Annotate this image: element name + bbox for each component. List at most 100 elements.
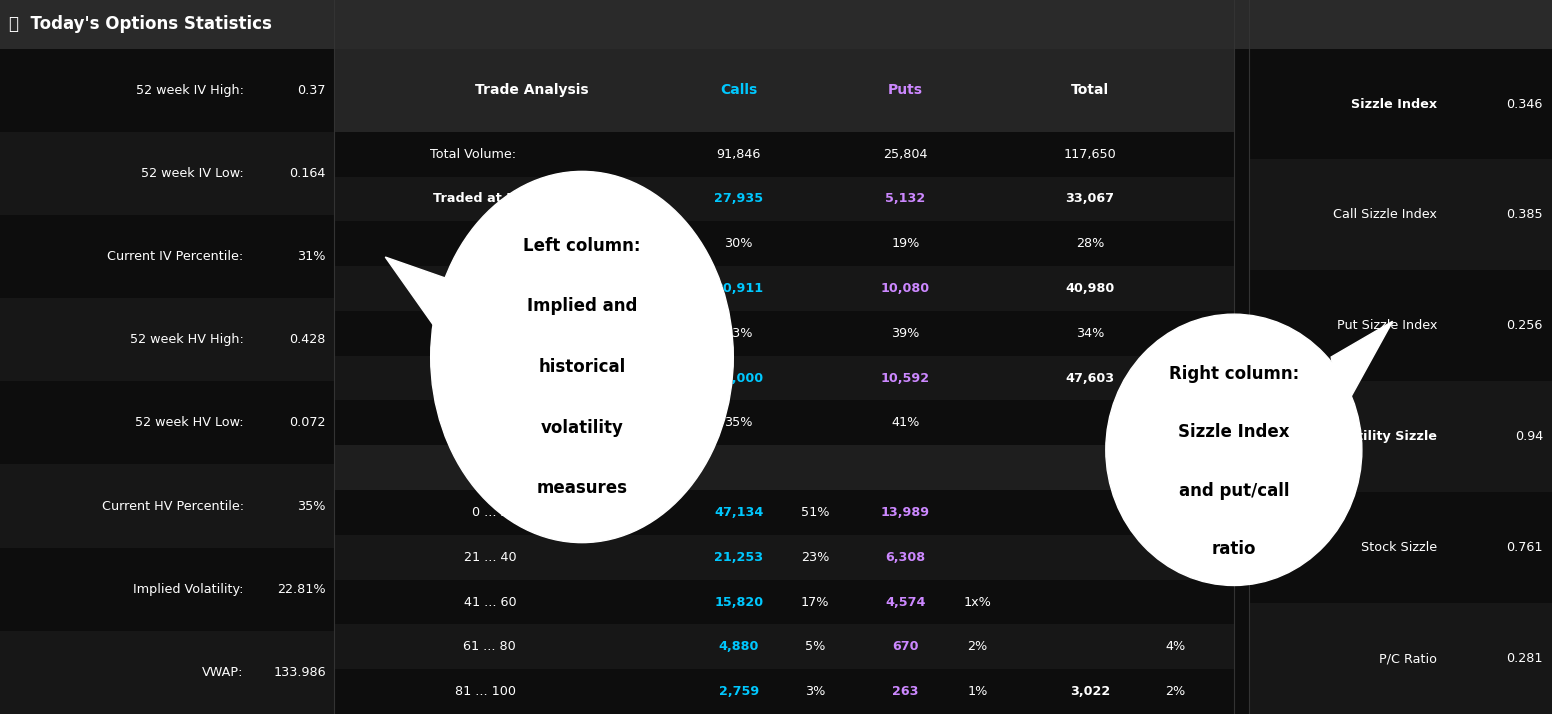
FancyBboxPatch shape (334, 132, 1234, 176)
Text: 0.281: 0.281 (1507, 652, 1543, 665)
Text: Volatility Sizzle: Volatility Sizzle (1325, 431, 1437, 443)
Text: 21,253: 21,253 (714, 550, 764, 564)
Text: 133.986: 133.986 (273, 666, 326, 679)
Text: and put/call: and put/call (1178, 482, 1290, 500)
Text: 0.346: 0.346 (1507, 98, 1543, 111)
Text: 47,603: 47,603 (1065, 371, 1114, 385)
Text: 263: 263 (892, 685, 919, 698)
Ellipse shape (1107, 314, 1363, 585)
Text: ratio: ratio (1212, 540, 1256, 558)
Text: 1%: 1% (967, 685, 987, 698)
Text: 3,022: 3,022 (1069, 685, 1110, 698)
Text: 81 ... 100: 81 ... 100 (455, 685, 517, 698)
Text: 6,308: 6,308 (885, 550, 925, 564)
Text: 3%: 3% (805, 685, 826, 698)
Text: 91,846: 91,846 (717, 148, 760, 161)
FancyBboxPatch shape (1249, 49, 1552, 159)
FancyBboxPatch shape (334, 625, 1234, 669)
Text: 41%: 41% (891, 416, 919, 429)
Text: Sizzle Index: Sizzle Index (1350, 98, 1437, 111)
Text: 52 week IV Low:: 52 week IV Low: (141, 167, 244, 180)
Polygon shape (1332, 321, 1392, 414)
FancyBboxPatch shape (334, 580, 1234, 625)
Text: Calls: Calls (720, 83, 757, 97)
Text: 0.37: 0.37 (298, 84, 326, 96)
FancyBboxPatch shape (0, 465, 334, 548)
Text: Total Volume:: Total Volume: (430, 148, 517, 161)
FancyBboxPatch shape (0, 548, 334, 631)
Text: 28%: 28% (1076, 237, 1103, 250)
Text: measures: measures (537, 479, 627, 498)
Text: 41 ... 60: 41 ... 60 (464, 595, 517, 608)
FancyBboxPatch shape (0, 0, 1552, 49)
Text: 31%: 31% (298, 250, 326, 263)
FancyBboxPatch shape (334, 49, 1234, 132)
Text: 35%: 35% (725, 416, 753, 429)
Text: volatility: volatility (540, 418, 624, 437)
Text: 670: 670 (892, 640, 919, 653)
Text: 61 ... 80: 61 ... 80 (464, 640, 517, 653)
Text: Current HV Percentile:: Current HV Percentile: (101, 500, 244, 513)
FancyBboxPatch shape (334, 266, 1234, 311)
Text: 52 week HV High:: 52 week HV High: (130, 333, 244, 346)
Text: 35%: 35% (298, 500, 326, 513)
Text: 5,132: 5,132 (885, 192, 925, 206)
Text: Implied Volatility:: Implied Volatility: (133, 583, 244, 595)
Text: 27,935: 27,935 (714, 192, 764, 206)
Text: 23%: 23% (801, 550, 829, 564)
FancyBboxPatch shape (1249, 492, 1552, 603)
Text: 2%: 2% (967, 640, 987, 653)
Text: 52 week IV High:: 52 week IV High: (135, 84, 244, 96)
Text: 34%: 34% (1076, 327, 1103, 340)
FancyBboxPatch shape (0, 49, 334, 132)
Text: historical: historical (539, 358, 625, 376)
Polygon shape (385, 257, 467, 343)
Text: Right column:: Right column: (1169, 365, 1299, 383)
FancyBboxPatch shape (0, 215, 334, 298)
Text: 4,880: 4,880 (719, 640, 759, 653)
Text: 19%: 19% (891, 237, 919, 250)
Text: 0 ... 20: 0 ... 20 (472, 506, 517, 519)
Text: P/C Ratio: P/C Ratio (1380, 652, 1437, 665)
Text: De: De (497, 461, 517, 474)
Text: 13,989: 13,989 (880, 506, 930, 519)
FancyBboxPatch shape (334, 669, 1234, 714)
Text: Put Sizzle Index: Put Sizzle Index (1336, 319, 1437, 332)
FancyBboxPatch shape (334, 176, 1234, 221)
Text: 25,804: 25,804 (883, 148, 928, 161)
Text: 0.072: 0.072 (289, 416, 326, 429)
Text: 0.164: 0.164 (290, 167, 326, 180)
Text: Sizzle Index: Sizzle Index (1178, 423, 1290, 441)
FancyBboxPatch shape (334, 221, 1234, 266)
Text: 33%: 33% (725, 327, 753, 340)
Text: ⤵  Today's Options Statistics: ⤵ Today's Options Statistics (9, 15, 272, 34)
Text: Total: Total (1071, 83, 1108, 97)
Text: 33,067: 33,067 (1065, 192, 1114, 206)
Text: 0.256: 0.256 (1507, 319, 1543, 332)
Text: 0.94: 0.94 (1515, 431, 1543, 443)
FancyBboxPatch shape (1249, 159, 1552, 271)
Text: 117,650: 117,650 (1063, 148, 1116, 161)
FancyBboxPatch shape (334, 356, 1234, 401)
Text: VWAP:: VWAP: (202, 666, 244, 679)
Text: Trade Analysis: Trade Analysis (475, 83, 588, 97)
Text: Implied and: Implied and (526, 297, 638, 316)
Text: 2%: 2% (1166, 685, 1186, 698)
FancyBboxPatch shape (334, 535, 1234, 580)
Text: 15,820: 15,820 (714, 595, 764, 608)
Text: 22.81%: 22.81% (278, 583, 326, 595)
FancyBboxPatch shape (334, 401, 1234, 446)
Text: 52 week HV Low:: 52 week HV Low: (135, 416, 244, 429)
Text: 39%: 39% (891, 327, 919, 340)
FancyBboxPatch shape (0, 132, 334, 215)
Text: Left column:: Left column: (523, 236, 641, 255)
Text: 17%: 17% (801, 595, 829, 608)
Text: Call Sizzle Index: Call Sizzle Index (1333, 208, 1437, 221)
FancyBboxPatch shape (334, 446, 1234, 490)
Text: 30,911: 30,911 (714, 282, 764, 295)
FancyBboxPatch shape (334, 490, 1234, 535)
Text: 10,592: 10,592 (880, 371, 930, 385)
Text: 51%: 51% (801, 506, 829, 519)
FancyBboxPatch shape (1249, 49, 1552, 132)
FancyBboxPatch shape (0, 381, 334, 465)
